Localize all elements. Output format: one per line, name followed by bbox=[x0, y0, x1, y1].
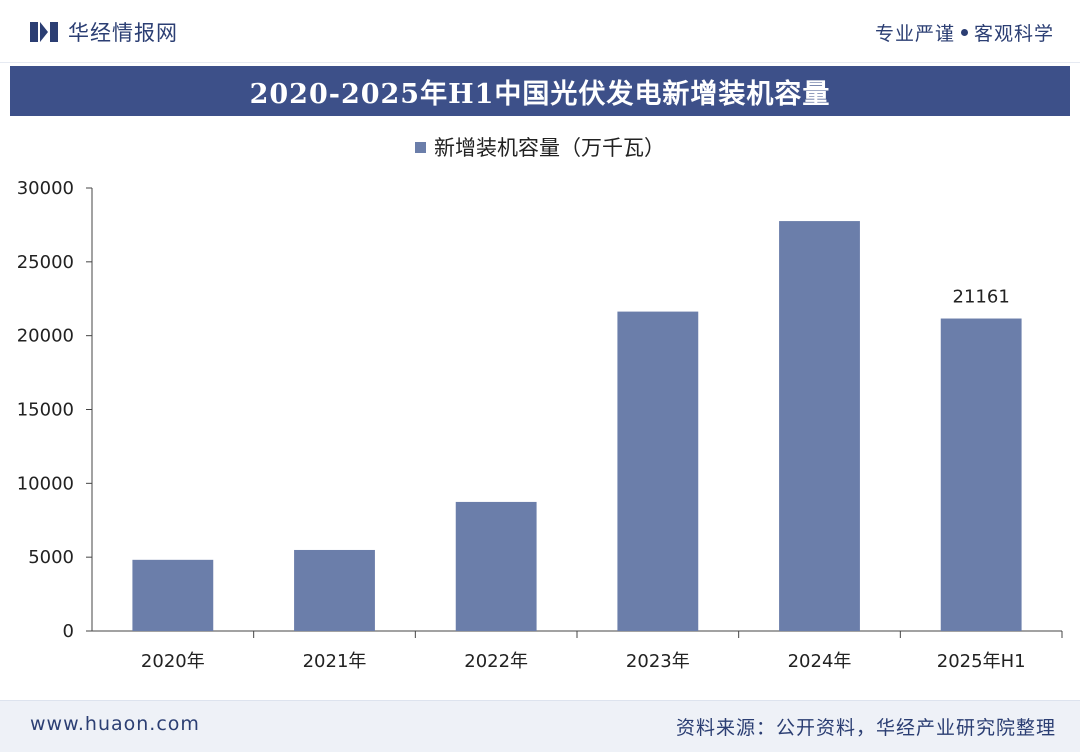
bar bbox=[294, 549, 375, 631]
bar bbox=[779, 221, 860, 631]
x-tick-label: 2020年 bbox=[141, 651, 205, 672]
x-tick-label: 2021年 bbox=[303, 651, 367, 672]
footer-source: 资料来源：公开资料，华经产业研究院整理 bbox=[675, 717, 1056, 739]
bar bbox=[455, 501, 537, 631]
y-tick-label: 10000 bbox=[17, 473, 74, 494]
bar bbox=[132, 559, 214, 631]
bar bbox=[940, 318, 1022, 631]
brand-name: 华经情报网 bbox=[68, 21, 178, 45]
y-tick-label: 0 bbox=[63, 621, 74, 642]
bar bbox=[617, 311, 699, 631]
y-tick-label: 30000 bbox=[17, 178, 74, 199]
bar-chart: 0 5000 10000 15000 20000 25000 30000 2020年 2021年… bbox=[17, 178, 1063, 672]
header: 华经情报网 专业严谨 客观科学 bbox=[0, 0, 1080, 63]
slogan: 专业严谨 客观科学 bbox=[875, 19, 1054, 46]
brand-logo-icon bbox=[30, 22, 58, 42]
footer: www.huaon.com 资料来源：公开资料，华经产业研究院整理 bbox=[0, 700, 1080, 752]
legend: 新增装机容量（万千瓦） bbox=[0, 132, 1080, 162]
title-bar: 2020-2025年H1中国光伏发电新增装机容量 bbox=[10, 66, 1070, 116]
slogan-left: 专业严谨 bbox=[874, 23, 955, 45]
y-tick-label: 15000 bbox=[17, 400, 74, 421]
x-tick-label: 2023年 bbox=[626, 651, 690, 672]
x-tick-label: 2025年H1 bbox=[937, 651, 1026, 672]
slogan-dot-icon bbox=[960, 29, 968, 36]
x-tick-label: 2024年 bbox=[788, 651, 852, 672]
x-tick-label: 2022年 bbox=[464, 651, 528, 672]
legend-swatch-icon bbox=[415, 141, 426, 153]
brand[interactable]: 华经情报网 bbox=[30, 17, 178, 47]
legend-label: 新增装机容量（万千瓦） bbox=[434, 136, 665, 160]
data-label: 21161 bbox=[953, 287, 1010, 308]
slogan-right: 客观科学 bbox=[973, 23, 1054, 45]
chart-title: 2020-2025年H1中国光伏发电新增装机容量 bbox=[249, 78, 831, 110]
y-tick-label: 25000 bbox=[17, 252, 74, 273]
footer-url[interactable]: www.huaon.com bbox=[30, 713, 200, 735]
y-tick-label: 5000 bbox=[28, 547, 74, 568]
y-tick-label: 20000 bbox=[17, 326, 74, 347]
